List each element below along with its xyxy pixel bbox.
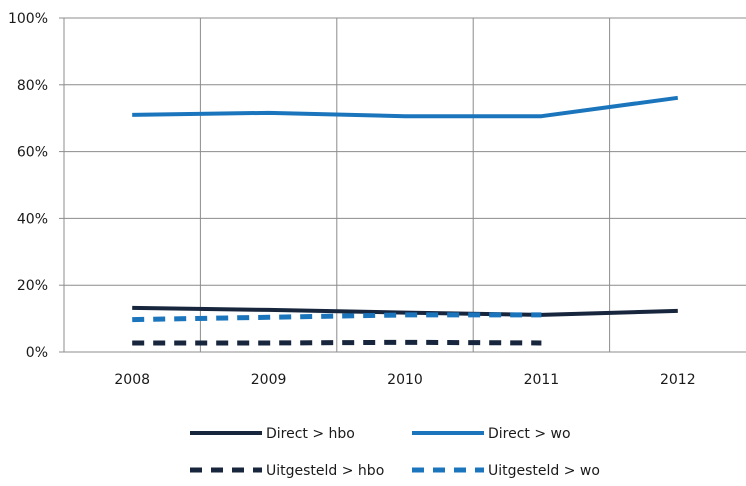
x-axis-tick-labels: 2008 2009 2010 2011 2012 [114,372,695,388]
legend-label: Uitgesteld > wo [488,463,600,479]
series-line [132,339,542,346]
x-tick-label: 2010 [387,372,423,388]
y-tick-label: 20% [17,278,48,294]
axes [59,17,746,353]
legend-label: Uitgesteld > hbo [266,463,384,479]
x-tick-label: 2008 [114,372,150,388]
legend: Direct > hbo Direct > wo Uitgesteld > hbo U… [190,426,600,479]
legend-label: Direct > wo [488,426,571,442]
x-tick-label: 2009 [251,372,287,388]
x-tick-label: 2011 [524,372,560,388]
y-tick-label: 0% [26,345,48,361]
y-tick-label: 80% [17,78,48,94]
series-line [132,312,542,323]
series-line [132,305,678,317]
legend-label: Direct > hbo [266,426,355,442]
series-line [132,95,679,119]
y-tick-label: 60% [17,145,48,161]
series-lines [132,95,679,346]
x-tick-label: 2012 [660,372,696,388]
y-tick-label: 40% [17,211,48,227]
grid-lines [64,17,746,352]
y-tick-label: 100% [8,11,48,27]
y-axis-tick-labels: 0% 20% 40% 60% 80% 100% [8,11,48,361]
